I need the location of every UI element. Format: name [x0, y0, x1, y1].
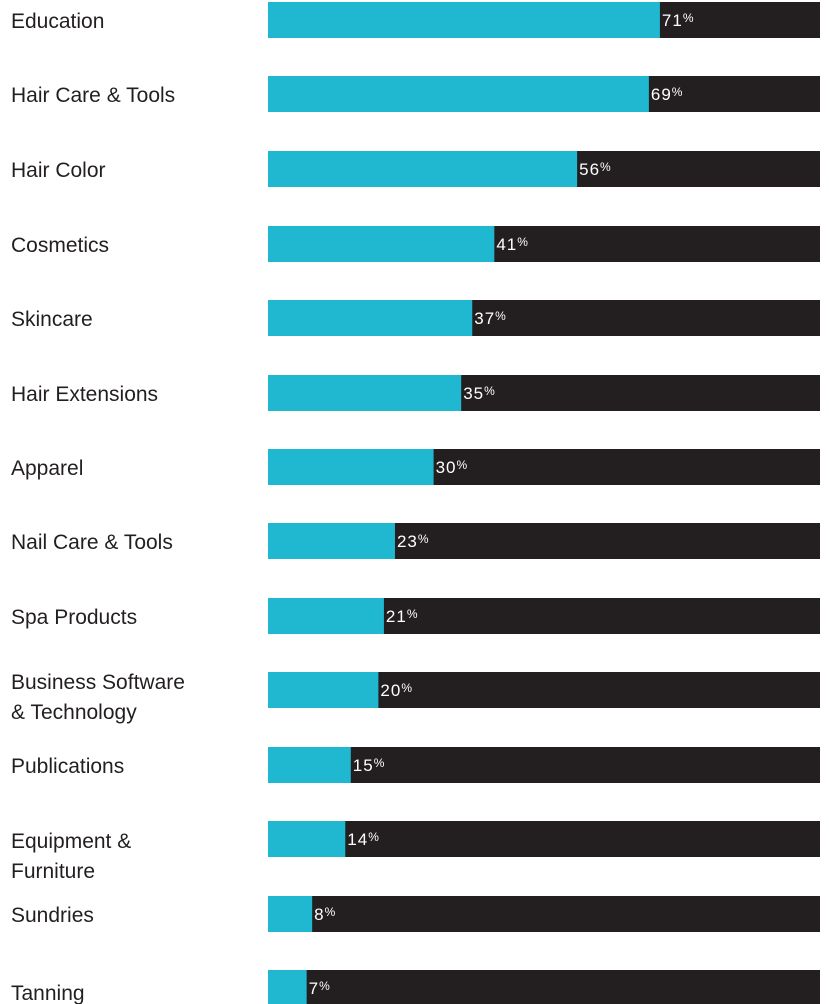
- category-label: Cosmetics: [11, 234, 109, 257]
- bar-value-label: 37%: [474, 309, 507, 328]
- category-label: Hair Extensions: [11, 383, 158, 406]
- bar-value-label: 30%: [436, 458, 469, 477]
- bar-value: [268, 896, 313, 932]
- bar-value-label: 14%: [347, 830, 380, 849]
- bar-value: [268, 375, 462, 411]
- category-label: Equipment & Furniture: [11, 830, 131, 883]
- bar-value-label: 7%: [309, 979, 331, 998]
- bar-value: [268, 2, 660, 38]
- bar-value: [268, 598, 384, 634]
- bar-remainder: [268, 896, 820, 932]
- bar-value: [268, 151, 578, 187]
- bar-remainder: [268, 970, 820, 1004]
- category-label: Publications: [11, 755, 124, 778]
- category-label: Hair Color: [11, 159, 106, 182]
- category-label: Education: [11, 10, 104, 33]
- bar-value-label: 20%: [380, 681, 413, 700]
- bar-value-label: 71%: [662, 11, 695, 30]
- bar-value-label: 56%: [579, 160, 612, 179]
- bar-value: [268, 300, 473, 336]
- bar-value: [268, 226, 495, 262]
- bar-value: [268, 747, 351, 783]
- bar-remainder: [268, 821, 820, 857]
- bar-remainder: [268, 747, 820, 783]
- bar-value: [268, 970, 307, 1004]
- bar-value: [268, 76, 649, 112]
- bar-value-label: 69%: [651, 85, 684, 104]
- bar-value-label: 21%: [386, 607, 419, 626]
- category-label: Hair Care & Tools: [11, 84, 175, 107]
- category-label: Nail Care & Tools: [11, 531, 173, 554]
- bar-value: [268, 672, 379, 708]
- bar-value: [268, 449, 434, 485]
- category-label: Sundries: [11, 904, 94, 927]
- category-label: Tanning: [11, 982, 85, 1004]
- bar-value-label: 41%: [496, 235, 529, 254]
- bar-value: [268, 523, 395, 559]
- category-label: Business Software & Technology: [11, 671, 185, 724]
- bar-value-label: 15%: [353, 756, 386, 775]
- bar-value-label: 35%: [463, 384, 496, 403]
- category-label: Skincare: [11, 308, 93, 331]
- bar-value-label: 8%: [314, 905, 336, 924]
- bar-value-label: 23%: [397, 532, 430, 551]
- category-label: Apparel: [11, 457, 83, 480]
- bar-value: [268, 821, 346, 857]
- category-label: Spa Products: [11, 606, 137, 629]
